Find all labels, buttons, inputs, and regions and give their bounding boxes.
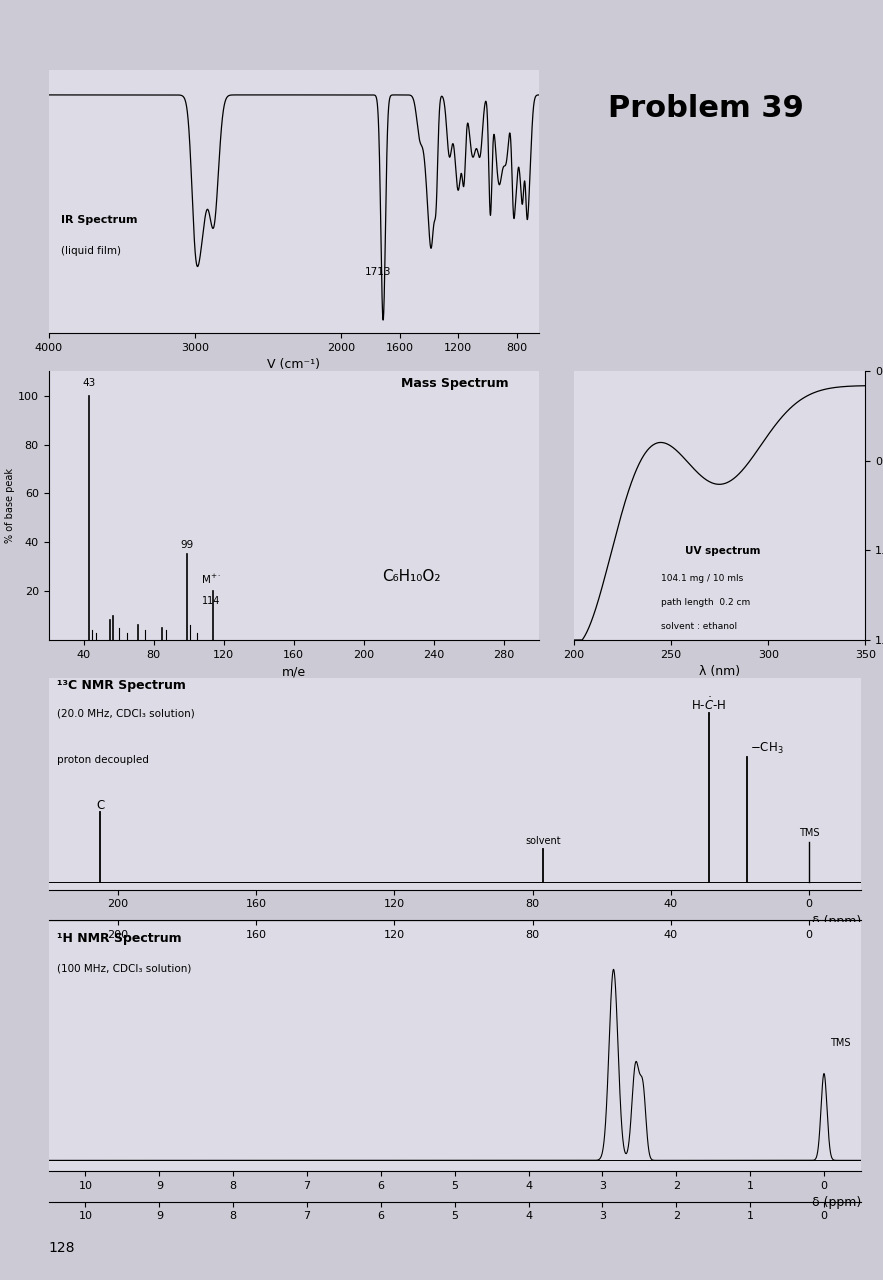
- Text: IR Spectrum: IR Spectrum: [61, 215, 138, 224]
- Text: solvent: solvent: [525, 836, 561, 846]
- Text: C: C: [96, 799, 104, 812]
- Text: $-$CH$_3$: $-$CH$_3$: [751, 741, 784, 756]
- Y-axis label: % of base peak: % of base peak: [5, 468, 15, 543]
- Text: 128: 128: [49, 1240, 75, 1254]
- Text: 114: 114: [202, 595, 221, 605]
- Text: UV spectrum: UV spectrum: [684, 547, 760, 556]
- Text: 99: 99: [180, 540, 193, 549]
- Text: solvent : ethanol: solvent : ethanol: [661, 622, 737, 631]
- X-axis label: V (cm⁻¹): V (cm⁻¹): [267, 358, 321, 371]
- Text: 104.1 mg / 10 mls: 104.1 mg / 10 mls: [661, 573, 743, 582]
- Text: (100 MHz, CDCl₃ solution): (100 MHz, CDCl₃ solution): [57, 964, 191, 974]
- Text: (liquid film): (liquid film): [61, 246, 121, 256]
- Text: ¹H NMR Spectrum: ¹H NMR Spectrum: [57, 932, 181, 945]
- Text: path length  0.2 cm: path length 0.2 cm: [661, 598, 751, 607]
- Text: TMS: TMS: [799, 828, 819, 838]
- Text: M$^{+\cdot}$: M$^{+\cdot}$: [201, 573, 222, 586]
- Text: ¹³C NMR Spectrum: ¹³C NMR Spectrum: [57, 678, 185, 692]
- Text: C₆H₁₀O₂: C₆H₁₀O₂: [381, 568, 441, 584]
- Text: δ (ppm): δ (ppm): [811, 1196, 861, 1210]
- Text: Problem 39: Problem 39: [608, 95, 804, 123]
- Text: H-$\dot{C}$-H: H-$\dot{C}$-H: [691, 696, 727, 713]
- Text: Mass Spectrum: Mass Spectrum: [402, 378, 509, 390]
- Text: 43: 43: [82, 379, 95, 388]
- Text: 1713: 1713: [365, 268, 391, 276]
- X-axis label: λ (nm): λ (nm): [699, 666, 740, 678]
- Text: (20.0 MHz, CDCl₃ solution): (20.0 MHz, CDCl₃ solution): [57, 708, 194, 718]
- Text: TMS: TMS: [830, 1038, 851, 1048]
- Text: proton decoupled: proton decoupled: [57, 755, 148, 765]
- Text: δ (ppm): δ (ppm): [811, 915, 861, 928]
- X-axis label: m/e: m/e: [282, 666, 306, 678]
